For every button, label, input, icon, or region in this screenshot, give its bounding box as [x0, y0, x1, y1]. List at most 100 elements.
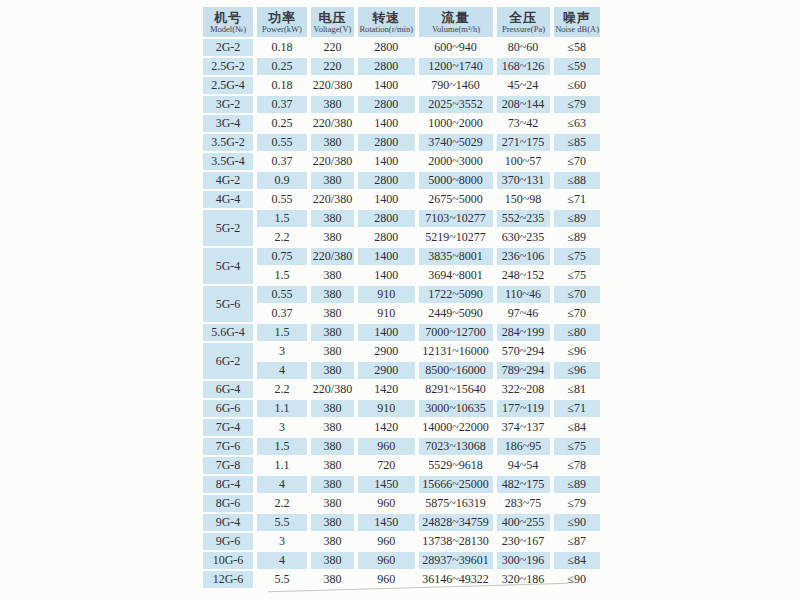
cell-rotation: 960 [358, 571, 415, 588]
table-row: 0.373809102449~509097~46≤70 [203, 305, 600, 322]
cell-noise: ≤80 [554, 324, 600, 341]
cell-pressure: 45~24 [497, 77, 550, 94]
cell-noise: ≤87 [554, 533, 600, 550]
cell-voltage: 380 [311, 362, 354, 379]
cell-model: 8G-6 [203, 495, 253, 512]
cell-volume: 1200~1740 [419, 58, 493, 75]
table-row: 6G-61.13809103000~10635177~119≤71 [203, 400, 600, 417]
table-row: 5G-60.553809101722~5090110~46≤70 [203, 286, 600, 303]
cell-voltage: 380 [311, 172, 354, 189]
cell-power: 4 [257, 476, 307, 493]
col-header-zh: 流量 [419, 9, 493, 25]
col-header-en: Voltage(V) [312, 25, 353, 34]
col-header-en: Volume(m³/h) [420, 25, 490, 34]
cell-rotation: 1400 [358, 248, 415, 265]
cell-voltage: 220/380 [311, 248, 354, 265]
table-row: 7G-61.53809607023~13068186~95≤75 [203, 438, 600, 455]
cell-model: 7G-6 [203, 438, 253, 455]
cell-model: 3.5G-4 [203, 153, 253, 170]
table-body: 2G-20.182202800600~94080~60≤582.5G-20.25… [203, 39, 600, 588]
cell-noise: ≤70 [554, 305, 600, 322]
cell-voltage: 380 [311, 476, 354, 493]
cell-power: 3 [257, 533, 307, 550]
cell-model: 10G-6 [203, 552, 253, 569]
cell-rotation: 910 [358, 305, 415, 322]
cell-volume: 5219~10277 [419, 229, 493, 246]
col-header-voltage: 电压Voltage(V) [311, 7, 354, 37]
cell-voltage: 380 [311, 571, 354, 588]
scanned-spec-sheet: 机号Model(№)功率Power(kW)电压Voltage(V)转速Rotat… [0, 0, 800, 600]
table-row: 6G-42.2220/38014208291~15640322~208≤81 [203, 381, 600, 398]
cell-power: 1.5 [257, 267, 307, 284]
cell-pressure: 322~208 [497, 381, 550, 398]
cell-voltage: 380 [311, 419, 354, 436]
cell-power: 0.75 [257, 248, 307, 265]
cell-power: 0.9 [257, 172, 307, 189]
cell-rotation: 2800 [358, 39, 415, 56]
cell-power: 4 [257, 362, 307, 379]
cell-voltage: 220/380 [311, 191, 354, 208]
col-header-zh: 转速 [358, 9, 415, 25]
cell-voltage: 380 [311, 533, 354, 550]
cell-voltage: 220/380 [311, 381, 354, 398]
table-row: 5.6G-41.538014007000~12700284~199≤80 [203, 324, 600, 341]
cell-rotation: 2900 [358, 343, 415, 360]
cell-pressure: 208~144 [497, 96, 550, 113]
cell-model: 5G-4 [203, 248, 253, 284]
cell-model: 5G-6 [203, 286, 253, 322]
cell-volume: 5875~16319 [419, 495, 493, 512]
cell-voltage: 220/380 [311, 77, 354, 94]
cell-power: 0.37 [257, 96, 307, 113]
cell-pressure: 789~294 [497, 362, 550, 379]
cell-rotation: 910 [358, 286, 415, 303]
table-row: 2.5G-40.18220/3801400790~146045~24≤60 [203, 77, 600, 94]
table-row: 8G-44380145015666~25000482~175≤89 [203, 476, 600, 493]
cell-model: 3.5G-2 [203, 134, 253, 151]
cell-rotation: 1450 [358, 476, 415, 493]
cell-model: 7G-8 [203, 457, 253, 474]
cell-model: 4G-2 [203, 172, 253, 189]
cell-volume: 13738~28130 [419, 533, 493, 550]
cell-pressure: 230~167 [497, 533, 550, 550]
cell-pressure: 248~152 [497, 267, 550, 284]
table-row: 3G-20.3738028002025~3552208~144≤79 [203, 96, 600, 113]
cell-voltage: 380 [311, 305, 354, 322]
cell-noise: ≤79 [554, 96, 600, 113]
col-header-volume: 流量Volume(m³/h) [419, 7, 493, 37]
cell-power: 1.1 [257, 457, 307, 474]
cell-power: 1.5 [257, 438, 307, 455]
cell-volume: 7023~13068 [419, 438, 493, 455]
table-row: 9G-45.5380145024828~34759400~255≤90 [203, 514, 600, 531]
cell-voltage: 380 [311, 400, 354, 417]
cell-power: 0.55 [257, 134, 307, 151]
cell-volume: 3000~10635 [419, 400, 493, 417]
cell-rotation: 1450 [358, 514, 415, 531]
cell-model: 6G-6 [203, 400, 253, 417]
col-header-model: 机号Model(№) [203, 7, 253, 37]
cell-rotation: 2800 [358, 210, 415, 227]
col-header-power: 功率Power(kW) [257, 7, 307, 37]
cell-model: 9G-4 [203, 514, 253, 531]
cell-power: 0.18 [257, 39, 307, 56]
cell-model: 2G-2 [203, 39, 253, 56]
cell-voltage: 380 [311, 267, 354, 284]
col-header-zh: 噪声 [554, 9, 600, 25]
cell-noise: ≤84 [554, 552, 600, 569]
cell-noise: ≤81 [554, 381, 600, 398]
cell-volume: 790~1460 [419, 77, 493, 94]
cell-pressure: 271~175 [497, 134, 550, 151]
cell-model: 2.5G-2 [203, 58, 253, 75]
cell-voltage: 220/380 [311, 153, 354, 170]
table-row: 4G-20.938028005000~8000370~131≤88 [203, 172, 600, 189]
cell-noise: ≤58 [554, 39, 600, 56]
table-row: 4G-40.55220/38014002675~5000150~98≤71 [203, 191, 600, 208]
cell-pressure: 374~137 [497, 419, 550, 436]
cell-power: 0.37 [257, 153, 307, 170]
cell-voltage: 380 [311, 514, 354, 531]
cell-noise: ≤75 [554, 438, 600, 455]
cell-rotation: 960 [358, 495, 415, 512]
cell-noise: ≤70 [554, 286, 600, 303]
cell-volume: 14000~22000 [419, 419, 493, 436]
cell-rotation: 1420 [358, 381, 415, 398]
cell-pressure: 300~196 [497, 552, 550, 569]
